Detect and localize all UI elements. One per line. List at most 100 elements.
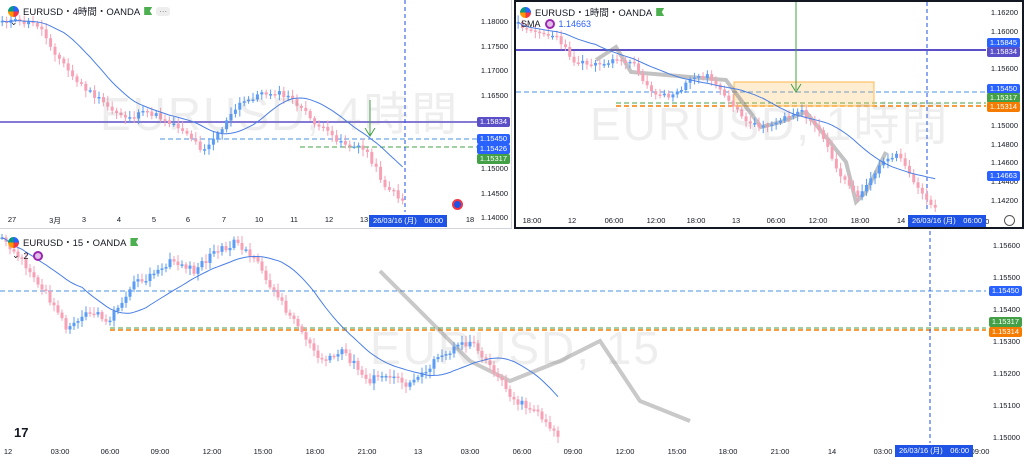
- candle-body: [159, 113, 163, 120]
- chart-pane-4h[interactable]: EURUSD・4時間・OANDA ··· ⌄ EURUSD, 4時間 1.180…: [0, 0, 512, 229]
- candle-body: [667, 93, 671, 98]
- candle-body: [714, 80, 718, 85]
- candle-body: [32, 272, 36, 278]
- candle-body: [300, 326, 304, 333]
- time-axis[interactable]: 12 03:00 06:00 09:00 12:00 15:00 18:00 21:00 13 0…: [0, 444, 990, 458]
- candle-body: [313, 118, 317, 125]
- indicator-legend[interactable]: ⌄ 2: [12, 250, 43, 261]
- time-tick: 6: [185, 215, 191, 224]
- time-tick: 12: [567, 216, 577, 225]
- candle-body: [251, 99, 255, 101]
- price-axis[interactable]: 1.15600 1.15500 1.15400 1.15300 1.15200 1.151…: [986, 231, 1024, 443]
- visibility-icon[interactable]: [544, 19, 555, 29]
- candle-body: [167, 120, 171, 124]
- candle-body: [132, 281, 136, 290]
- candle-body: [684, 82, 688, 91]
- candle-body: [148, 273, 152, 282]
- candle-body: [255, 94, 259, 100]
- candle-body: [176, 261, 180, 266]
- candle-body: [286, 95, 290, 98]
- candle-body: [68, 326, 72, 330]
- candle-body: [432, 359, 436, 369]
- watermark: EURUSD, 15: [370, 322, 661, 374]
- tradingview-logo[interactable]: 17: [14, 425, 29, 440]
- candles-canvas[interactable]: [0, 231, 986, 443]
- indicator-name: SMA: [521, 19, 541, 29]
- candle-body: [516, 22, 520, 24]
- candle-body: [864, 185, 868, 192]
- symbol-logo-icon: [8, 236, 19, 248]
- price-label-badge: 1.15845: [986, 38, 1020, 48]
- candle-body: [304, 332, 308, 340]
- candle-body: [299, 105, 303, 108]
- candle-body: [528, 408, 532, 410]
- candle-body: [236, 239, 240, 243]
- candle-body: [120, 302, 124, 308]
- price-label-badge: 1.15317: [988, 317, 1022, 327]
- candle-body: [615, 59, 619, 61]
- candles-canvas[interactable]: [0, 0, 480, 212]
- candle-body: [36, 277, 40, 285]
- candle-body: [57, 54, 61, 59]
- price-label-badge: 1.15450: [476, 134, 510, 144]
- candle-body: [524, 400, 528, 409]
- chevron-down-icon[interactable]: ⌄: [10, 17, 18, 27]
- price-tick: 1.16000: [990, 26, 1018, 36]
- candle-body: [101, 97, 105, 103]
- time-tick: 7: [221, 215, 227, 224]
- time-tick: 12:00: [615, 447, 635, 456]
- candle-body: [416, 376, 420, 380]
- candle-body: [512, 396, 516, 400]
- chevron-down-icon[interactable]: ⌄: [12, 250, 20, 260]
- candle-body: [352, 146, 356, 149]
- settings-gear-icon[interactable]: [1004, 215, 1015, 226]
- symbol-header[interactable]: EURUSD・4時間・OANDA ···: [8, 4, 171, 18]
- candle-body: [348, 353, 352, 364]
- collapse-toggle[interactable]: ⌄: [10, 17, 18, 28]
- price-tick: 1.15400: [992, 305, 1020, 314]
- candle-body: [276, 289, 280, 298]
- more-options-icon[interactable]: ···: [156, 6, 171, 16]
- candle-body: [860, 191, 864, 197]
- candle-body: [598, 62, 602, 65]
- symbol-header[interactable]: EURUSD・15・OANDA: [8, 235, 139, 249]
- candle-body: [100, 312, 104, 320]
- candle-body: [800, 110, 804, 112]
- chart-pane-15m[interactable]: EURUSD・15・OANDA ⌄ 2 EURUSD, 15 1.15600 1.…: [0, 231, 1024, 460]
- candles-canvas[interactable]: [516, 2, 986, 212]
- candle-body: [830, 146, 834, 159]
- candle-body: [317, 124, 321, 127]
- flag-icon: [656, 8, 665, 16]
- candle-body: [244, 249, 248, 251]
- price-label-badge: 1.15314: [986, 102, 1020, 112]
- time-tick: 06:00: [766, 216, 786, 225]
- candle-body: [352, 360, 356, 364]
- chart-pane-1h[interactable]: EURUSD・1時間・OANDA SMA 1.14663 EURUSD, 1時間…: [514, 0, 1024, 229]
- visibility-icon[interactable]: [32, 250, 43, 261]
- candle-body: [628, 61, 632, 64]
- alert-icon[interactable]: [452, 199, 463, 210]
- candle-body: [282, 91, 286, 98]
- candle-body: [280, 297, 284, 301]
- candle-body: [357, 145, 361, 148]
- candle-body: [536, 409, 540, 412]
- candle-body: [172, 123, 176, 126]
- price-tick: 1.14800: [990, 139, 1018, 149]
- candle-body: [602, 64, 606, 66]
- indicator-legend[interactable]: SMA 1.14663: [521, 19, 591, 29]
- candle-body: [380, 376, 384, 378]
- candle-body: [52, 302, 56, 306]
- watermark: EURUSD, 4時間: [100, 88, 460, 140]
- candle-body: [796, 111, 800, 115]
- price-axis[interactable]: 1.162001.160001.158001.156001.154001.152…: [986, 2, 1022, 212]
- symbol-header[interactable]: EURUSD・1時間・OANDA: [520, 5, 665, 19]
- candle-body: [538, 31, 542, 34]
- time-tick: 12:00: [808, 216, 828, 225]
- candle-body: [132, 117, 136, 119]
- price-axis[interactable]: 1.180001.175001.170001.165001.160001.155…: [476, 0, 511, 222]
- candle-body: [456, 344, 460, 347]
- time-tick: 13: [359, 215, 369, 224]
- candle-body: [144, 281, 148, 283]
- time-tick: 18:00: [718, 447, 738, 456]
